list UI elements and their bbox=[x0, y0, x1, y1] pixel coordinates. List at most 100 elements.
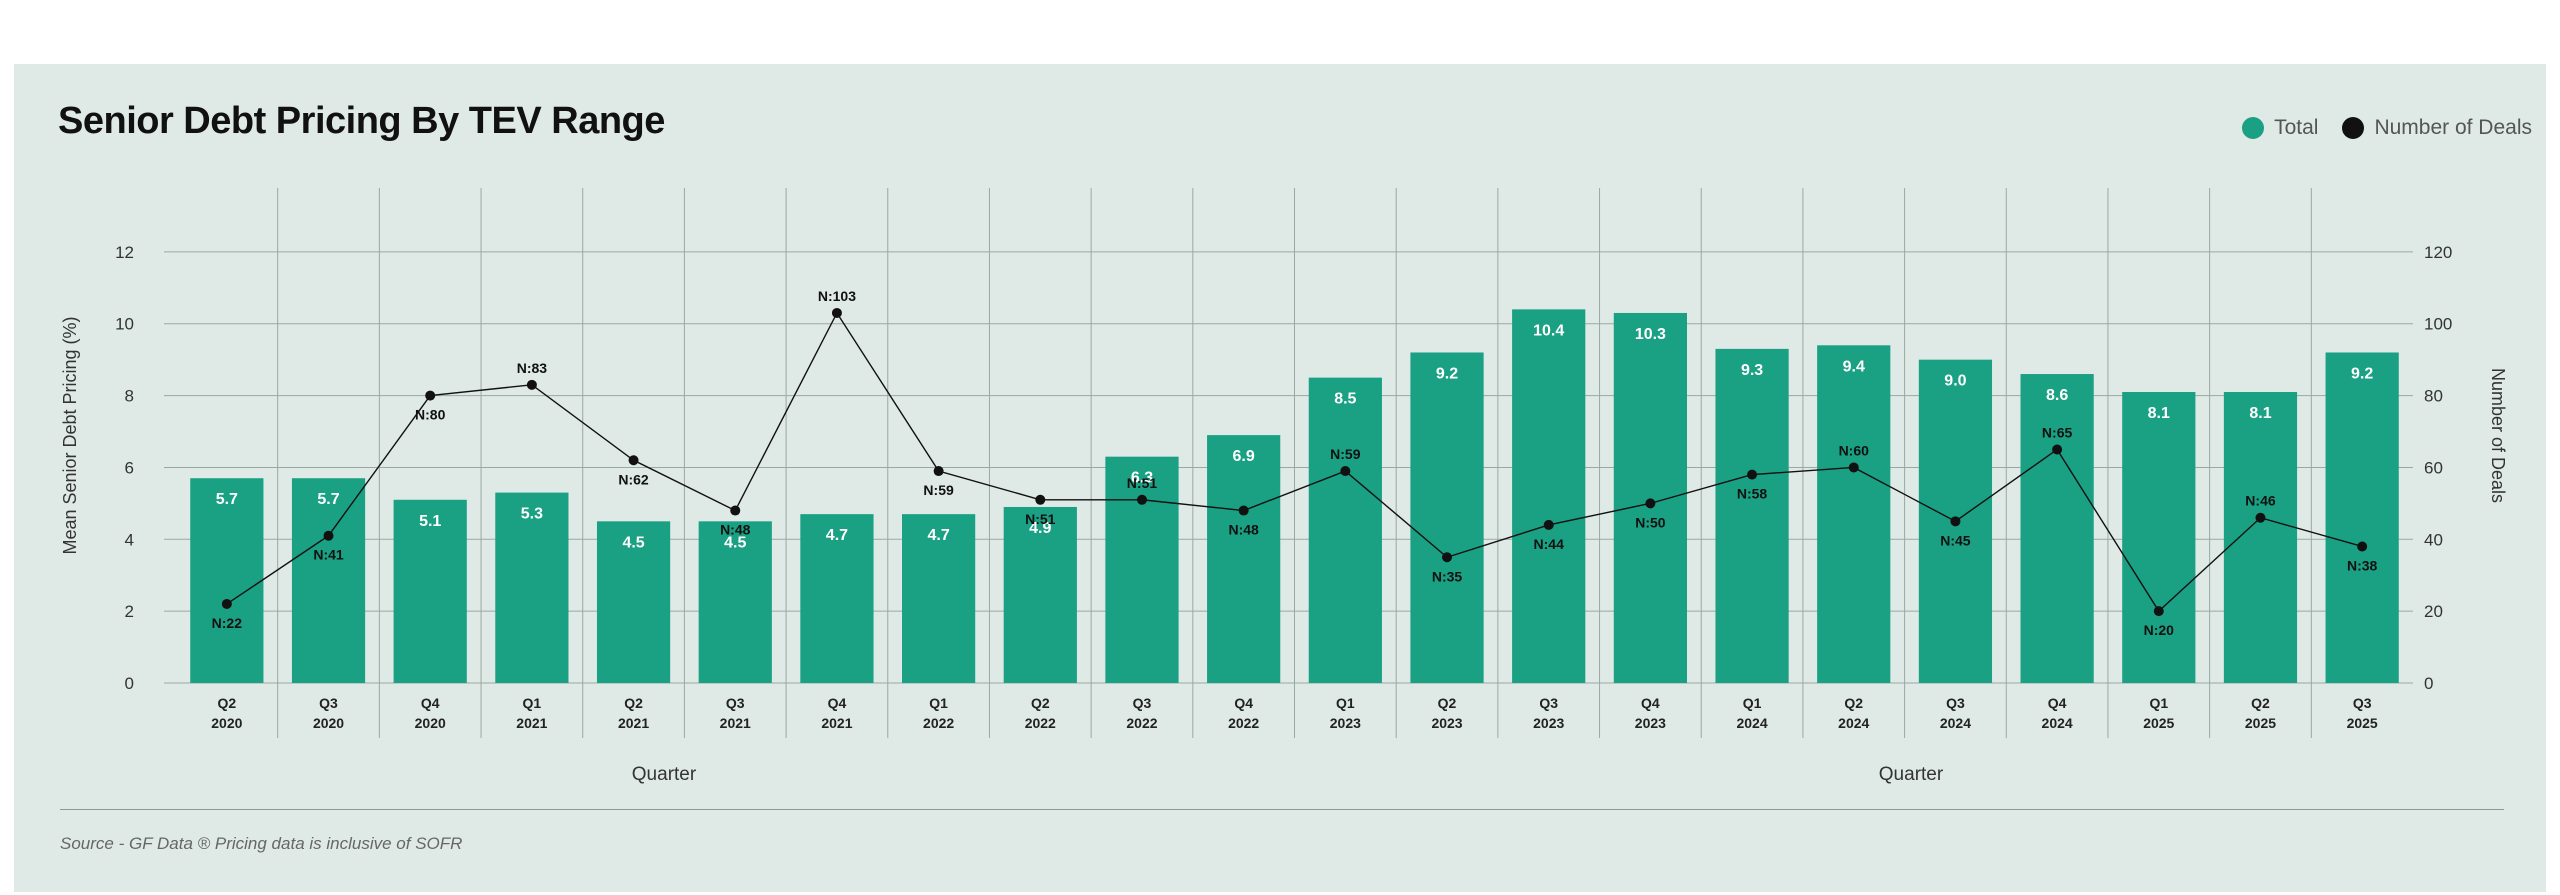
point-deals bbox=[1442, 552, 1453, 563]
x-tick-year: 2022 bbox=[1025, 715, 1056, 731]
y-tick-label: 6 bbox=[125, 458, 134, 477]
point-deals bbox=[933, 466, 944, 477]
point-deals-label: N:80 bbox=[415, 407, 446, 423]
x-tick-quarter: Q1 bbox=[523, 695, 542, 711]
bar-total bbox=[1715, 348, 1789, 683]
bar-total bbox=[1410, 352, 1484, 683]
bar-total bbox=[698, 521, 772, 683]
x-tick-quarter: Q2 bbox=[2251, 695, 2270, 711]
x-tick-year: 2024 bbox=[2042, 715, 2073, 731]
point-deals bbox=[1035, 494, 1046, 505]
y-tick-label: 0 bbox=[125, 674, 134, 693]
bar-total bbox=[291, 478, 366, 683]
x-tick-quarter: Q1 bbox=[929, 695, 948, 711]
legend-item-total[interactable]: Total bbox=[2242, 116, 2318, 140]
y-tick-label: 2 bbox=[125, 602, 134, 621]
point-deals bbox=[2052, 444, 2063, 455]
point-deals bbox=[1136, 494, 1147, 505]
point-deals bbox=[628, 455, 639, 466]
y-tick-label: 8 bbox=[125, 387, 134, 406]
bar-value-label: 4.7 bbox=[826, 527, 848, 544]
bar-value-label: 9.4 bbox=[1843, 358, 1865, 375]
y2-tick-label: 0 bbox=[2424, 674, 2433, 693]
x-tick-year: 2025 bbox=[2143, 715, 2174, 731]
point-deals bbox=[831, 307, 842, 318]
x-tick-year: 2021 bbox=[821, 715, 852, 731]
x-tick-year: 2020 bbox=[313, 715, 344, 731]
chart-title: Senior Debt Pricing By TEV Range bbox=[58, 100, 665, 142]
bar-value-label: 9.2 bbox=[2351, 365, 2373, 382]
x-tick-year: 2021 bbox=[516, 715, 547, 731]
x-tick-quarter: Q4 bbox=[421, 695, 440, 711]
x-tick-quarter: Q1 bbox=[2149, 695, 2168, 711]
point-deals-label: N:35 bbox=[1432, 568, 1463, 584]
bar-total bbox=[1613, 312, 1687, 683]
x-tick-year: 2025 bbox=[2347, 715, 2378, 731]
bar-total bbox=[2020, 374, 2094, 683]
x-tick-quarter: Q4 bbox=[828, 695, 847, 711]
bar-total bbox=[596, 521, 671, 683]
point-deals bbox=[1238, 505, 1249, 516]
point-deals bbox=[1848, 462, 1859, 473]
y2-tick-label: 20 bbox=[2424, 602, 2443, 621]
point-deals bbox=[221, 598, 232, 609]
point-deals-label: N:20 bbox=[2144, 622, 2175, 638]
line-deals bbox=[226, 311, 2363, 613]
y2-tick-label: 60 bbox=[2424, 458, 2443, 477]
x-axis-title: Quarter bbox=[632, 764, 697, 785]
point-deals bbox=[1645, 498, 1656, 509]
y-axis-title: Mean Senior Debt Pricing (%) bbox=[60, 316, 80, 554]
x-tick-year: 2020 bbox=[415, 715, 446, 731]
footer-divider bbox=[60, 809, 2504, 810]
point-deals bbox=[1747, 469, 1758, 480]
x-tick-year: 2022 bbox=[1126, 715, 1157, 731]
x-tick-quarter: Q1 bbox=[1336, 695, 1355, 711]
bar-value-label: 4.9 bbox=[1029, 520, 1051, 537]
x-tick-year: 2024 bbox=[1736, 715, 1767, 731]
chart-panel: Senior Debt Pricing By TEV Range Total N… bbox=[14, 64, 2546, 892]
y-tick-label: 10 bbox=[115, 315, 134, 334]
y2-tick-label: 100 bbox=[2424, 315, 2452, 334]
bar-value-label: 5.1 bbox=[419, 513, 441, 530]
bar-total bbox=[1105, 456, 1179, 683]
x-tick-quarter: Q2 bbox=[217, 695, 236, 711]
legend-label-total: Total bbox=[2274, 116, 2319, 139]
point-deals-label: N:60 bbox=[1839, 442, 1870, 458]
bar-total bbox=[1817, 345, 1891, 683]
point-deals-label: N:22 bbox=[212, 615, 243, 631]
bar-total bbox=[1308, 377, 1382, 683]
x-tick-year: 2021 bbox=[720, 715, 751, 731]
x-tick-year: 2023 bbox=[1635, 715, 1666, 731]
point-deals bbox=[1340, 466, 1351, 477]
point-deals bbox=[425, 390, 436, 401]
point-deals bbox=[2153, 606, 2164, 617]
x-tick-quarter: Q3 bbox=[1946, 695, 1965, 711]
legend-label-deals: Number of Deals bbox=[2374, 116, 2532, 139]
bar-total bbox=[495, 492, 569, 683]
point-deals bbox=[2357, 541, 2368, 552]
bar-total bbox=[2223, 392, 2298, 683]
x-axis-title: Quarter bbox=[1879, 764, 1944, 785]
bar-value-label: 10.3 bbox=[1635, 326, 1666, 343]
x-tick-quarter: Q3 bbox=[319, 695, 338, 711]
y-tick-label: 12 bbox=[115, 243, 134, 262]
bar-value-label: 8.6 bbox=[2046, 387, 2068, 404]
legend-swatch-deals bbox=[2342, 117, 2365, 139]
bar-total bbox=[1207, 435, 1281, 683]
bar-total bbox=[902, 514, 976, 683]
x-tick-year: 2021 bbox=[618, 715, 649, 731]
point-deals bbox=[730, 505, 741, 516]
legend-item-deals[interactable]: Number of Deals bbox=[2342, 116, 2532, 140]
bar-total bbox=[1512, 309, 1586, 683]
point-deals-label: N:58 bbox=[1737, 486, 1768, 502]
point-deals-label: N:44 bbox=[1534, 536, 1565, 552]
point-deals-label: N:45 bbox=[1940, 532, 1971, 548]
point-deals-label: N:65 bbox=[2042, 424, 2073, 440]
x-tick-quarter: Q2 bbox=[1031, 695, 1050, 711]
point-deals-label: N:51 bbox=[1025, 511, 1056, 527]
bar-value-label: 9.3 bbox=[1741, 362, 1763, 379]
x-tick-quarter: Q3 bbox=[2353, 695, 2372, 711]
point-deals-label: N:103 bbox=[818, 288, 856, 304]
x-tick-quarter: Q3 bbox=[726, 695, 745, 711]
bar-total bbox=[190, 478, 264, 683]
